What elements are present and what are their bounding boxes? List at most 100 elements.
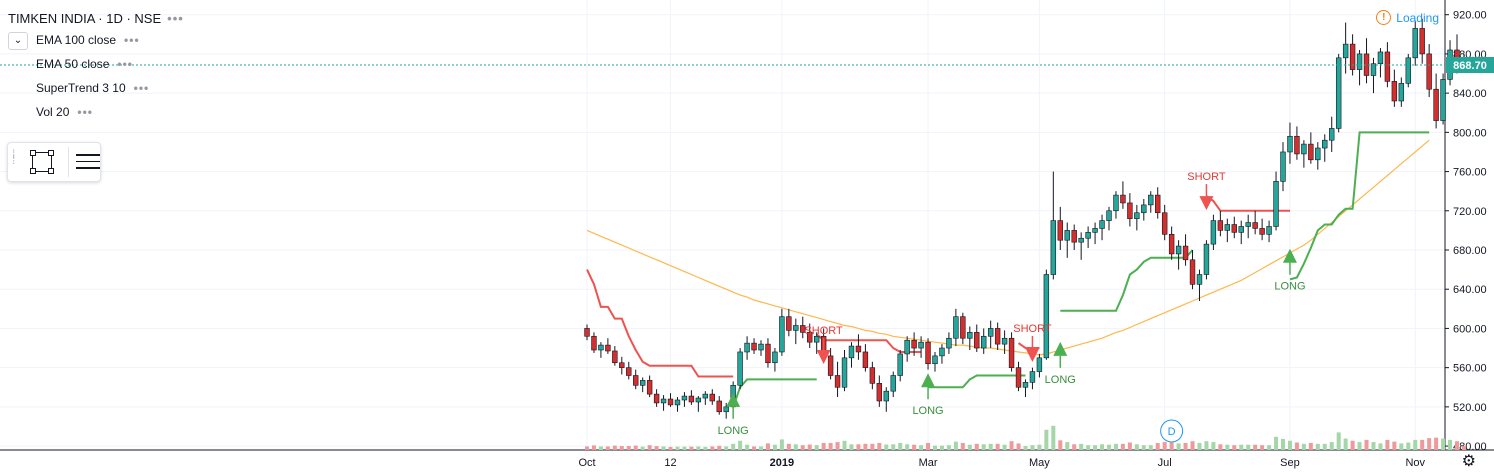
- candle: [925, 341, 931, 365]
- short-signal-arrow: [1199, 196, 1214, 211]
- candle: [1155, 194, 1161, 214]
- candle: [1273, 181, 1279, 227]
- candle: [1036, 357, 1043, 372]
- volume-bar: [1141, 445, 1146, 450]
- volume-bar: [1218, 444, 1223, 450]
- candle: [681, 395, 688, 401]
- volume-bar: [786, 443, 791, 450]
- candle: [841, 357, 848, 388]
- volume-bar: [807, 444, 812, 450]
- volume-bar: [828, 442, 833, 450]
- indicator-ema100[interactable]: EMA 100 close •••: [8, 28, 184, 52]
- y-tick-label: 920.00: [1453, 10, 1487, 22]
- candle: [758, 343, 764, 351]
- volume-bar: [870, 443, 875, 450]
- y-tick-label: 800.00: [1453, 127, 1487, 139]
- settings-lines-icon[interactable]: [76, 154, 100, 174]
- volume-bar: [1016, 443, 1021, 450]
- indicator-more-icon[interactable]: •••: [133, 81, 150, 95]
- candle: [702, 393, 709, 399]
- long-signal-label: LONG: [1045, 374, 1076, 386]
- candle: [800, 325, 806, 333]
- candle: [1224, 224, 1231, 231]
- indicator-more-icon[interactable]: •••: [77, 105, 93, 119]
- y-tick-label: 640.00: [1453, 284, 1487, 296]
- candle: [1043, 274, 1050, 359]
- last-price-tag: [1446, 57, 1494, 73]
- gear-icon[interactable]: ⚙: [1461, 453, 1476, 470]
- volume-bar: [1058, 440, 1063, 450]
- volume-bar: [1315, 443, 1320, 450]
- rectangle-tool-icon[interactable]: [30, 150, 54, 174]
- indicator-ema50[interactable]: EMA 50 close •••: [8, 52, 184, 76]
- long-signal-arrow: [921, 373, 936, 388]
- candle: [1217, 220, 1224, 231]
- candle: [660, 398, 667, 404]
- long-signal-arrow: [1282, 248, 1297, 263]
- indicator-more-icon[interactable]: •••: [124, 33, 140, 47]
- candle: [1008, 337, 1015, 368]
- x-tick-label: May: [1029, 457, 1050, 469]
- volume-bar: [626, 446, 631, 450]
- volume-bar: [1204, 441, 1209, 450]
- collapse-legend-button[interactable]: ⌄: [8, 32, 28, 50]
- candle: [1231, 224, 1237, 233]
- volume-bar: [1343, 438, 1348, 450]
- volume-bar: [1037, 444, 1042, 450]
- candle: [1120, 194, 1126, 204]
- indicator-volume[interactable]: Vol 20 •••: [8, 100, 184, 124]
- volume-bar: [661, 446, 666, 450]
- volume-bar: [731, 443, 736, 450]
- candle: [709, 393, 715, 402]
- long-signal-label: LONG: [912, 405, 943, 417]
- candle: [813, 335, 820, 343]
- candle: [1015, 367, 1022, 388]
- volume-bar: [1023, 446, 1028, 450]
- volume-bar: [939, 445, 944, 450]
- candle: [1182, 245, 1189, 261]
- candle: [1342, 43, 1349, 59]
- volume-bar: [919, 445, 924, 450]
- candle: [598, 344, 604, 351]
- y-tick-label: 480.00: [1453, 441, 1487, 453]
- indicator-supertrend[interactable]: SuperTrend 3 10 •••: [8, 76, 184, 100]
- drag-handle-icon[interactable]: ⁞ ⁞: [12, 147, 16, 167]
- volume-bar: [1434, 437, 1439, 450]
- volume-bar: [1441, 438, 1446, 450]
- volume-bar: [981, 444, 986, 450]
- candle: [1335, 57, 1342, 129]
- short-signal-arrow: [816, 350, 831, 364]
- candle: [626, 367, 632, 376]
- candle: [765, 343, 771, 364]
- warning-icon[interactable]: !: [1376, 10, 1392, 25]
- volume-bar: [633, 445, 638, 450]
- title-more-icon[interactable]: •••: [167, 10, 184, 26]
- short-signal-label: SHORT: [804, 325, 843, 337]
- volume-bar: [1148, 445, 1153, 450]
- volume-bar: [1120, 443, 1125, 450]
- volume-bar: [1461, 446, 1466, 450]
- long-signal-label: LONG: [718, 425, 749, 437]
- y-tick-label: 560.00: [1453, 363, 1487, 375]
- short-signal-label: SHORT: [1187, 171, 1226, 183]
- volume-bar: [884, 444, 889, 450]
- candle: [772, 351, 778, 364]
- y-tick-label: 840.00: [1453, 88, 1487, 100]
- volume-bar: [933, 445, 937, 450]
- candle: [1196, 274, 1203, 285]
- candle: [1168, 234, 1175, 255]
- volume-bar: [1406, 442, 1411, 450]
- volume-bar: [800, 445, 805, 450]
- long-signal-arrow: [1053, 341, 1068, 356]
- x-tick-label: 12: [664, 457, 676, 469]
- volume-bar: [835, 442, 840, 450]
- candle: [1245, 222, 1251, 227]
- indicator-more-icon[interactable]: •••: [117, 57, 133, 71]
- volume-bar: [724, 446, 729, 450]
- candle: [605, 344, 611, 352]
- drawing-toolbox: ⁞ ⁞: [7, 142, 101, 182]
- volume-bar: [585, 446, 589, 450]
- candle: [981, 335, 987, 349]
- toolbox-divider: [68, 147, 69, 177]
